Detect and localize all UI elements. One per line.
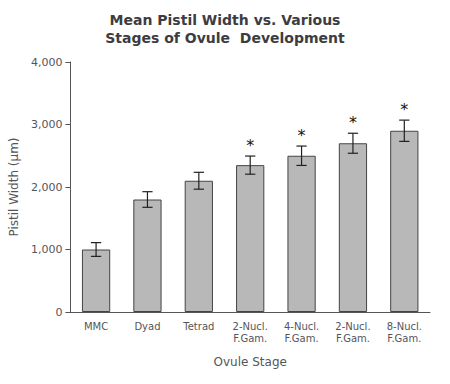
svg-text:Mean Pistil Width vs. Various: Mean Pistil Width vs. Various xyxy=(110,12,341,28)
svg-text:*: * xyxy=(349,113,357,132)
svg-text:0: 0 xyxy=(55,306,62,319)
svg-text:Stages of Ovule Development: Stages of Ovule Development xyxy=(105,30,345,46)
svg-text:4,000: 4,000 xyxy=(31,56,63,69)
svg-text:2-Nucl.: 2-Nucl. xyxy=(233,321,268,332)
svg-text:2,000: 2,000 xyxy=(31,181,63,194)
svg-text:3,000: 3,000 xyxy=(31,118,63,131)
svg-text:*: * xyxy=(400,100,408,119)
svg-text:F.Gam.: F.Gam. xyxy=(336,333,370,344)
svg-text:Pistil Width (µm): Pistil Width (µm) xyxy=(7,137,21,236)
svg-text:Ovule Stage: Ovule Stage xyxy=(214,355,287,369)
svg-text:*: * xyxy=(298,126,306,145)
svg-text:2-Nucl.: 2-Nucl. xyxy=(335,321,370,332)
svg-text:4-Nucl.: 4-Nucl. xyxy=(284,321,319,332)
svg-text:*: * xyxy=(246,136,254,155)
svg-text:8-Nucl.: 8-Nucl. xyxy=(387,321,422,332)
svg-text:MMC: MMC xyxy=(84,321,108,332)
svg-text:Dyad: Dyad xyxy=(134,321,160,332)
svg-text:F.Gam.: F.Gam. xyxy=(285,333,319,344)
svg-text:1,000: 1,000 xyxy=(31,243,63,256)
svg-text:F.Gam.: F.Gam. xyxy=(233,333,267,344)
svg-text:F.Gam.: F.Gam. xyxy=(387,333,421,344)
svg-text:Tetrad: Tetrad xyxy=(182,321,214,332)
